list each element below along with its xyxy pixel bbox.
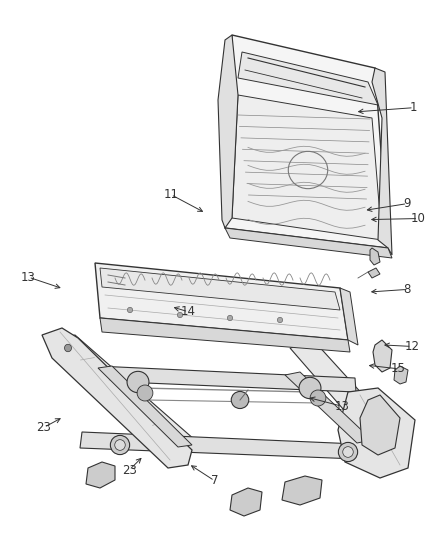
Polygon shape — [372, 68, 392, 255]
Polygon shape — [86, 462, 115, 488]
Polygon shape — [80, 432, 382, 460]
Text: 14: 14 — [181, 305, 196, 318]
Polygon shape — [225, 228, 392, 258]
Text: 10: 10 — [411, 212, 426, 225]
Polygon shape — [360, 395, 400, 455]
Polygon shape — [98, 366, 192, 447]
Polygon shape — [338, 388, 415, 478]
Ellipse shape — [64, 344, 71, 352]
Ellipse shape — [339, 442, 358, 462]
Ellipse shape — [227, 316, 233, 321]
Ellipse shape — [137, 385, 153, 401]
Text: 9: 9 — [403, 197, 411, 210]
Text: 7: 7 — [211, 474, 219, 487]
Polygon shape — [238, 52, 378, 105]
Ellipse shape — [127, 308, 133, 313]
Text: 23: 23 — [36, 421, 51, 434]
Ellipse shape — [299, 377, 321, 399]
Ellipse shape — [277, 317, 283, 322]
Polygon shape — [218, 35, 238, 228]
Polygon shape — [52, 335, 195, 448]
Polygon shape — [340, 288, 358, 345]
Text: 13: 13 — [334, 400, 349, 413]
Polygon shape — [290, 342, 395, 440]
Polygon shape — [100, 268, 340, 310]
Polygon shape — [394, 366, 408, 384]
Ellipse shape — [110, 435, 130, 455]
Polygon shape — [95, 263, 348, 340]
Text: 23: 23 — [122, 464, 137, 477]
Ellipse shape — [343, 447, 353, 457]
Ellipse shape — [177, 312, 183, 318]
Text: 12: 12 — [404, 340, 419, 353]
Text: 13: 13 — [21, 271, 36, 284]
Polygon shape — [225, 35, 388, 248]
Text: 1: 1 — [410, 101, 418, 114]
Text: 11: 11 — [163, 188, 178, 201]
Ellipse shape — [310, 390, 326, 406]
Polygon shape — [232, 95, 382, 240]
Polygon shape — [230, 488, 262, 516]
Polygon shape — [370, 248, 380, 265]
Polygon shape — [373, 340, 392, 372]
Ellipse shape — [231, 391, 249, 408]
Text: 15: 15 — [391, 362, 406, 375]
Text: 8: 8 — [404, 283, 411, 296]
Ellipse shape — [127, 372, 149, 393]
Ellipse shape — [115, 440, 125, 450]
Polygon shape — [100, 318, 350, 352]
Polygon shape — [368, 268, 380, 278]
Polygon shape — [42, 328, 192, 468]
Polygon shape — [285, 372, 372, 443]
Polygon shape — [75, 365, 356, 392]
Polygon shape — [282, 476, 322, 505]
